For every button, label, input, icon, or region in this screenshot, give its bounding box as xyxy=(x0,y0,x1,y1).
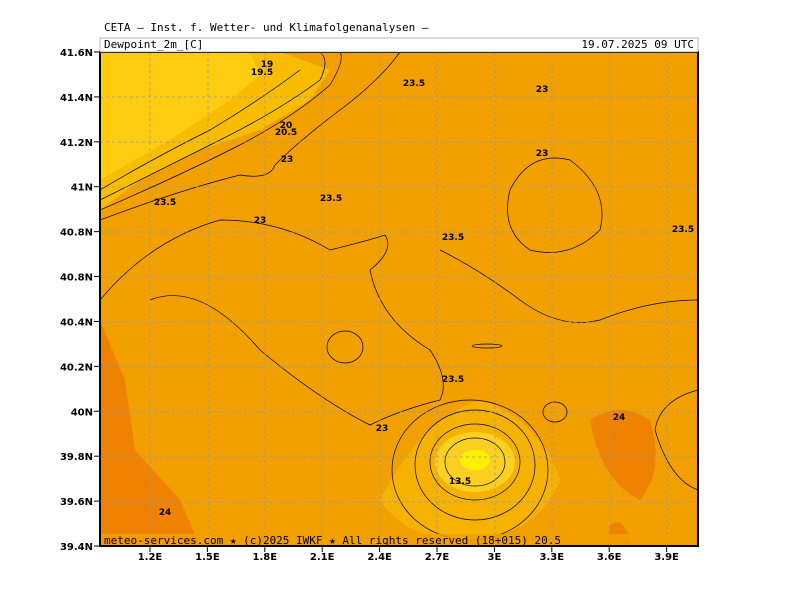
contour-label: 13.5 xyxy=(449,477,471,487)
dry-core xyxy=(100,52,260,180)
y-label: 40.8N xyxy=(60,273,93,284)
x-label: 3.3E xyxy=(540,552,565,563)
contour-label: 24 xyxy=(159,508,172,518)
x-label: 1.2E xyxy=(138,552,163,563)
y-label: 39.8N xyxy=(60,452,93,463)
moist-zone xyxy=(590,410,656,500)
contour-label: 19.5 xyxy=(251,68,273,78)
x-label: 1.8E xyxy=(253,552,278,563)
grid xyxy=(100,52,698,546)
y-label: 41.6N xyxy=(60,48,93,59)
moist-zone xyxy=(100,320,200,546)
contour-label: 23 xyxy=(536,149,549,159)
x-label: 1.5E xyxy=(195,552,220,563)
y-label: 41.4N xyxy=(60,93,93,104)
contour-label: 23.5 xyxy=(154,198,176,208)
axes: 41.6N 41.4N 41.2N 41N 40.8N 40.8N 40.4N 40.2N 40… xyxy=(60,48,679,563)
contour-label: 23 xyxy=(376,424,389,434)
institute: CETA — Inst. f. Wetter- und Klimafolgena… xyxy=(104,21,429,34)
contour-label: 20.5 xyxy=(275,128,297,138)
x-label: 2.4E xyxy=(367,552,392,563)
y-label: 40.4N xyxy=(60,317,93,328)
y-label: 40N xyxy=(71,407,93,418)
contour-label: 23 xyxy=(536,85,549,95)
y-label: 39.6N xyxy=(60,497,93,508)
title-box xyxy=(99,37,699,53)
contour-label: 23.5 xyxy=(442,375,464,385)
y-label: 40.8N xyxy=(60,228,93,239)
contour-label: 23.5 xyxy=(442,233,464,243)
contour-label: 23 xyxy=(281,155,294,165)
contour-label: 20 xyxy=(280,121,293,131)
valid-time: 19.07.2025 09 UTC xyxy=(581,38,694,51)
contour-label: 23.5 xyxy=(403,79,425,89)
x-label: 2.1E xyxy=(310,552,335,563)
x-label: 3E xyxy=(488,552,502,563)
footer-band xyxy=(100,534,698,546)
contour-label: 19 xyxy=(261,60,274,70)
x-label: 2.7E xyxy=(425,552,450,563)
contour-label: 23.5 xyxy=(672,225,694,235)
contour-label: 23.5 xyxy=(320,194,342,204)
footer: meteo-services.com ★ (c)2025 IWKF ★ All … xyxy=(104,534,561,547)
contour-label: 23 xyxy=(254,216,267,226)
y-label: 41N xyxy=(71,183,93,194)
x-label: 3.9E xyxy=(654,552,679,563)
y-label: 39.4N xyxy=(60,542,93,553)
x-label: 3.6E xyxy=(597,552,622,563)
field-name: Dewpoint_2m_[C] xyxy=(104,38,203,51)
contours xyxy=(100,52,698,541)
y-label: 40.2N xyxy=(60,362,93,373)
dry-core xyxy=(460,450,490,470)
contour-label: 24 xyxy=(613,413,626,423)
y-label: 41.2N xyxy=(60,138,93,149)
